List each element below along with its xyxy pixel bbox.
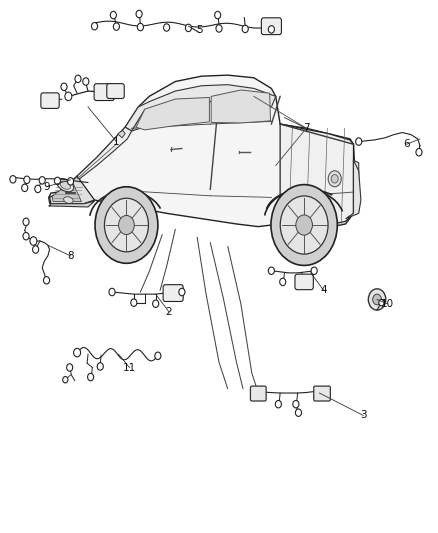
Circle shape [331, 174, 338, 183]
Circle shape [216, 25, 222, 32]
Circle shape [67, 364, 73, 371]
Circle shape [23, 232, 29, 240]
Polygon shape [49, 75, 354, 229]
Circle shape [293, 400, 299, 408]
Circle shape [379, 300, 384, 306]
Circle shape [110, 11, 117, 19]
Polygon shape [353, 160, 359, 213]
Text: 9: 9 [43, 182, 50, 192]
Polygon shape [211, 90, 271, 123]
Circle shape [43, 277, 49, 284]
Circle shape [92, 22, 98, 30]
Circle shape [185, 24, 191, 31]
Circle shape [39, 176, 45, 184]
Circle shape [75, 75, 81, 83]
Circle shape [179, 288, 185, 296]
Circle shape [268, 26, 275, 33]
Circle shape [10, 175, 16, 183]
Circle shape [163, 24, 170, 31]
Text: 4: 4 [321, 286, 327, 295]
Circle shape [311, 267, 317, 274]
Circle shape [356, 138, 362, 146]
FancyBboxPatch shape [261, 18, 282, 35]
FancyBboxPatch shape [94, 84, 114, 101]
Circle shape [296, 215, 312, 235]
Circle shape [65, 92, 72, 101]
Circle shape [23, 218, 29, 225]
Circle shape [280, 196, 328, 254]
Circle shape [74, 349, 81, 357]
Circle shape [215, 11, 221, 19]
Circle shape [136, 10, 142, 18]
Circle shape [155, 352, 161, 360]
Polygon shape [346, 160, 361, 219]
FancyBboxPatch shape [163, 285, 183, 302]
FancyBboxPatch shape [107, 84, 124, 99]
Circle shape [268, 267, 275, 274]
Circle shape [280, 278, 286, 286]
Circle shape [21, 184, 28, 191]
Polygon shape [77, 127, 132, 181]
Text: 6: 6 [403, 139, 410, 149]
Circle shape [54, 177, 60, 184]
Text: 2: 2 [166, 306, 172, 317]
Circle shape [30, 237, 37, 245]
Circle shape [119, 215, 134, 235]
Ellipse shape [60, 181, 71, 189]
Circle shape [138, 23, 144, 31]
FancyBboxPatch shape [41, 93, 59, 108]
Circle shape [131, 299, 137, 306]
Polygon shape [280, 124, 353, 228]
FancyBboxPatch shape [251, 386, 266, 401]
Text: 11: 11 [123, 362, 136, 373]
Text: 10: 10 [381, 298, 394, 309]
Text: 7: 7 [303, 123, 310, 133]
Circle shape [242, 25, 248, 33]
Polygon shape [52, 182, 81, 201]
Circle shape [95, 187, 158, 263]
Text: 5: 5 [196, 25, 203, 35]
Circle shape [276, 400, 282, 408]
Ellipse shape [57, 179, 74, 192]
Circle shape [373, 294, 381, 305]
Circle shape [35, 185, 41, 192]
Polygon shape [49, 201, 95, 207]
Circle shape [109, 288, 115, 296]
Polygon shape [118, 131, 125, 138]
Circle shape [113, 23, 120, 30]
Polygon shape [125, 85, 276, 131]
Circle shape [83, 78, 89, 85]
Circle shape [104, 198, 148, 252]
Circle shape [295, 409, 301, 416]
FancyBboxPatch shape [314, 386, 330, 401]
Text: 1: 1 [113, 136, 120, 147]
Circle shape [32, 246, 39, 253]
Circle shape [271, 184, 337, 265]
Circle shape [152, 300, 159, 308]
Circle shape [88, 373, 94, 381]
Polygon shape [136, 98, 209, 130]
Circle shape [416, 149, 422, 156]
Polygon shape [49, 176, 95, 204]
Text: 3: 3 [360, 410, 367, 421]
Text: 8: 8 [67, 251, 74, 261]
Circle shape [328, 171, 341, 187]
Circle shape [368, 289, 386, 310]
Circle shape [97, 363, 103, 370]
Circle shape [24, 176, 30, 183]
Circle shape [67, 177, 74, 185]
FancyBboxPatch shape [295, 274, 313, 289]
Ellipse shape [64, 197, 73, 204]
Circle shape [63, 376, 68, 383]
Circle shape [61, 83, 67, 91]
